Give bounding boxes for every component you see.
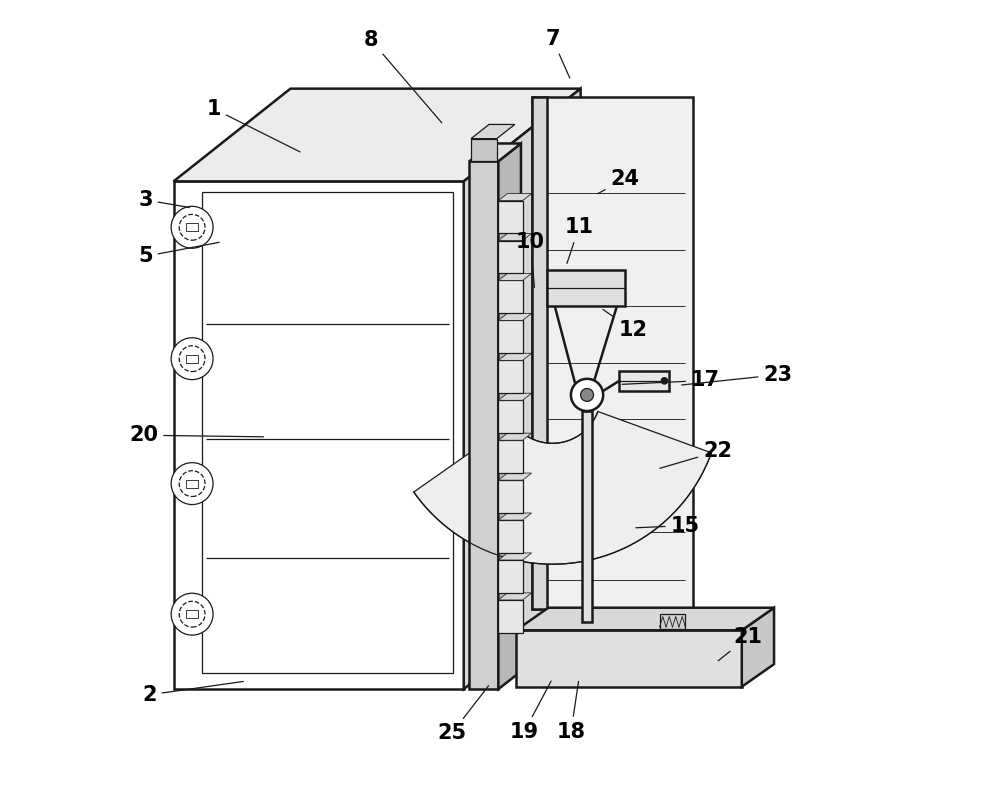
Polygon shape <box>498 193 532 201</box>
Circle shape <box>179 471 205 496</box>
Text: 20: 20 <box>129 426 263 445</box>
Text: 21: 21 <box>718 627 763 661</box>
Polygon shape <box>498 240 523 273</box>
Polygon shape <box>498 600 523 633</box>
Polygon shape <box>471 124 515 139</box>
Text: 3: 3 <box>138 190 189 210</box>
Polygon shape <box>498 314 532 321</box>
Circle shape <box>179 214 205 240</box>
Polygon shape <box>516 630 742 687</box>
Text: 8: 8 <box>364 31 442 123</box>
Polygon shape <box>498 433 532 440</box>
Bar <box>186 223 198 231</box>
Polygon shape <box>498 520 523 553</box>
Bar <box>619 371 669 391</box>
Polygon shape <box>174 89 581 181</box>
Text: 23: 23 <box>682 365 793 385</box>
Polygon shape <box>498 280 523 314</box>
Text: 24: 24 <box>598 169 639 193</box>
Bar <box>547 270 625 306</box>
Text: 15: 15 <box>636 516 700 535</box>
Polygon shape <box>498 360 523 393</box>
Polygon shape <box>498 440 523 473</box>
Polygon shape <box>498 401 523 433</box>
Polygon shape <box>498 234 532 240</box>
Polygon shape <box>498 321 523 353</box>
Text: 12: 12 <box>603 310 647 340</box>
Circle shape <box>661 377 668 384</box>
Polygon shape <box>498 473 532 480</box>
Bar <box>186 610 198 618</box>
Circle shape <box>171 463 213 505</box>
Polygon shape <box>742 608 774 687</box>
Polygon shape <box>498 593 532 600</box>
Circle shape <box>581 388 593 401</box>
Text: 10: 10 <box>516 232 545 288</box>
Polygon shape <box>498 273 532 280</box>
Polygon shape <box>498 553 532 560</box>
Text: 18: 18 <box>556 681 585 742</box>
Polygon shape <box>516 608 774 630</box>
Circle shape <box>171 338 213 380</box>
Circle shape <box>171 593 213 635</box>
Bar <box>471 139 497 161</box>
Text: 22: 22 <box>660 442 732 468</box>
Bar <box>186 480 198 488</box>
Circle shape <box>179 346 205 372</box>
Polygon shape <box>498 143 521 689</box>
Circle shape <box>179 601 205 627</box>
Circle shape <box>171 206 213 248</box>
Polygon shape <box>532 97 693 609</box>
Bar <box>186 355 198 363</box>
Polygon shape <box>498 393 532 401</box>
Circle shape <box>571 379 603 411</box>
Polygon shape <box>464 89 581 689</box>
Bar <box>660 614 685 629</box>
Bar <box>202 192 453 673</box>
Polygon shape <box>498 480 523 513</box>
Text: 11: 11 <box>564 218 593 264</box>
Text: 17: 17 <box>622 371 720 390</box>
Text: 5: 5 <box>138 243 219 266</box>
Text: 19: 19 <box>510 681 551 742</box>
Bar <box>582 411 592 622</box>
Polygon shape <box>414 412 711 564</box>
Polygon shape <box>498 560 523 592</box>
Bar <box>532 97 547 609</box>
Polygon shape <box>498 353 532 360</box>
Text: 25: 25 <box>437 686 489 743</box>
Polygon shape <box>498 201 523 234</box>
Bar <box>469 161 498 689</box>
Text: 1: 1 <box>207 99 300 152</box>
Text: 2: 2 <box>142 681 243 704</box>
Bar <box>174 181 464 689</box>
Polygon shape <box>469 143 521 161</box>
Polygon shape <box>498 513 532 520</box>
Text: 7: 7 <box>545 29 570 78</box>
